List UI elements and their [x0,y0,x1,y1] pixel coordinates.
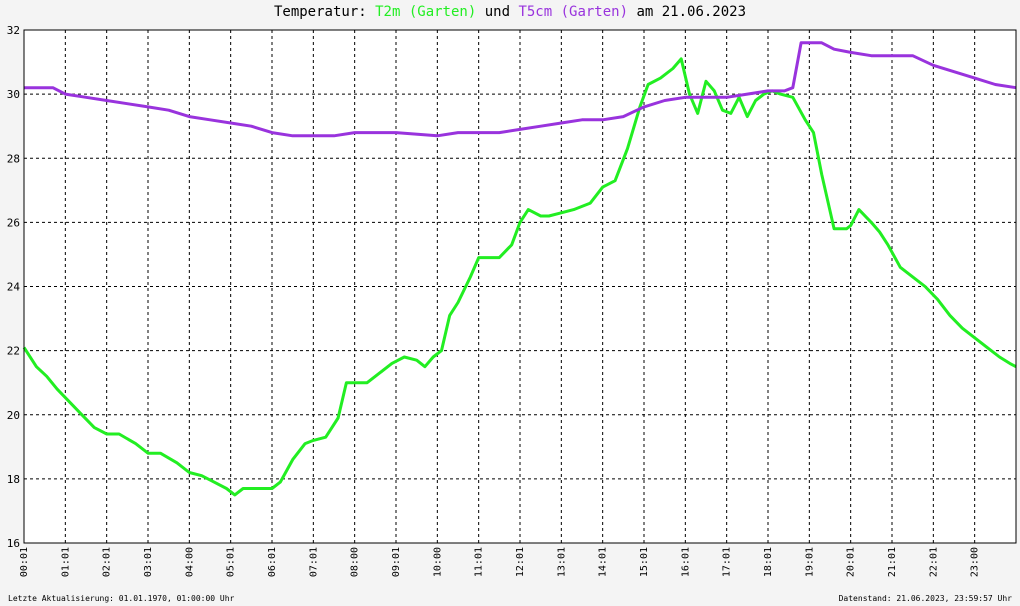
x-tick-label: 00:01 [19,547,30,577]
y-tick-label: 28 [7,152,20,165]
chart-title: Temperatur: T2m (Garten) und T5cm (Garte… [0,4,1020,20]
x-tick-label: 16:01 [680,547,691,577]
x-tick-label: 19:01 [804,547,815,577]
series-line-2 [24,41,1017,138]
x-tick-label: 14:01 [598,547,609,577]
plot-background [24,30,1016,543]
x-tick-label: 09:01 [391,547,402,577]
y-tick-labels: 16 18 20 22 24 26 28 30 32 [7,24,21,550]
x-tick-label: 15:01 [639,547,650,577]
x-tick-label: 08:00 [350,547,361,577]
x-tick-label: 01:01 [60,547,71,577]
y-tick-label: 20 [7,409,20,422]
x-tick-label: 13:01 [556,547,567,577]
y-tick-label: 24 [7,281,21,294]
series-line-1 [22,57,1017,497]
x-tick-label: 04:00 [184,547,195,577]
y-tick-label: 26 [7,216,20,229]
last-update-text: Letzte Aktualisierung: 01.01.1970, 01:00… [8,594,235,603]
x-tick-label: 22:01 [928,547,939,577]
series-lines [22,41,1017,497]
x-tick-labels: 00:01 01:01 02:01 03:01 04:00 05:01 06:01 07:01… [19,547,981,577]
x-tick-label: 21:01 [887,547,898,577]
x-tick-label: 03:01 [143,547,154,577]
y-tick-label: 22 [7,345,20,358]
x-tick-label: 23:00 [970,547,981,577]
plot-frame [23,29,1017,544]
y-tick-label: 32 [7,24,20,37]
title-suffix: am 21.06.2023 [628,4,747,20]
x-tick-label: 02:01 [102,547,113,577]
data-status-text: Datenstand: 21.06.2023, 23:59:57 Uhr [838,594,1012,603]
x-tick-label: 12:01 [515,547,526,577]
x-tick-label: 18:01 [763,547,774,577]
title-prefix: Temperatur: [273,4,376,20]
x-tick-label: 06:01 [267,547,278,577]
y-tick-label: 30 [7,88,20,101]
x-tick-label: 05:01 [226,547,237,577]
x-tick-label: 20:01 [846,547,857,577]
x-tick-label: 10:00 [432,547,443,577]
grid [24,30,1016,543]
title-series1: T2m (Garten) [375,4,477,20]
title-connector: und [476,4,519,20]
x-tick-label: 17:01 [722,547,733,577]
y-tick-label: 16 [7,537,20,550]
title-series2: T5cm (Garten) [518,4,629,20]
y-tick-label: 18 [7,473,20,486]
x-tick-label: 11:01 [474,547,485,577]
x-tick-label: 07:01 [308,547,319,577]
